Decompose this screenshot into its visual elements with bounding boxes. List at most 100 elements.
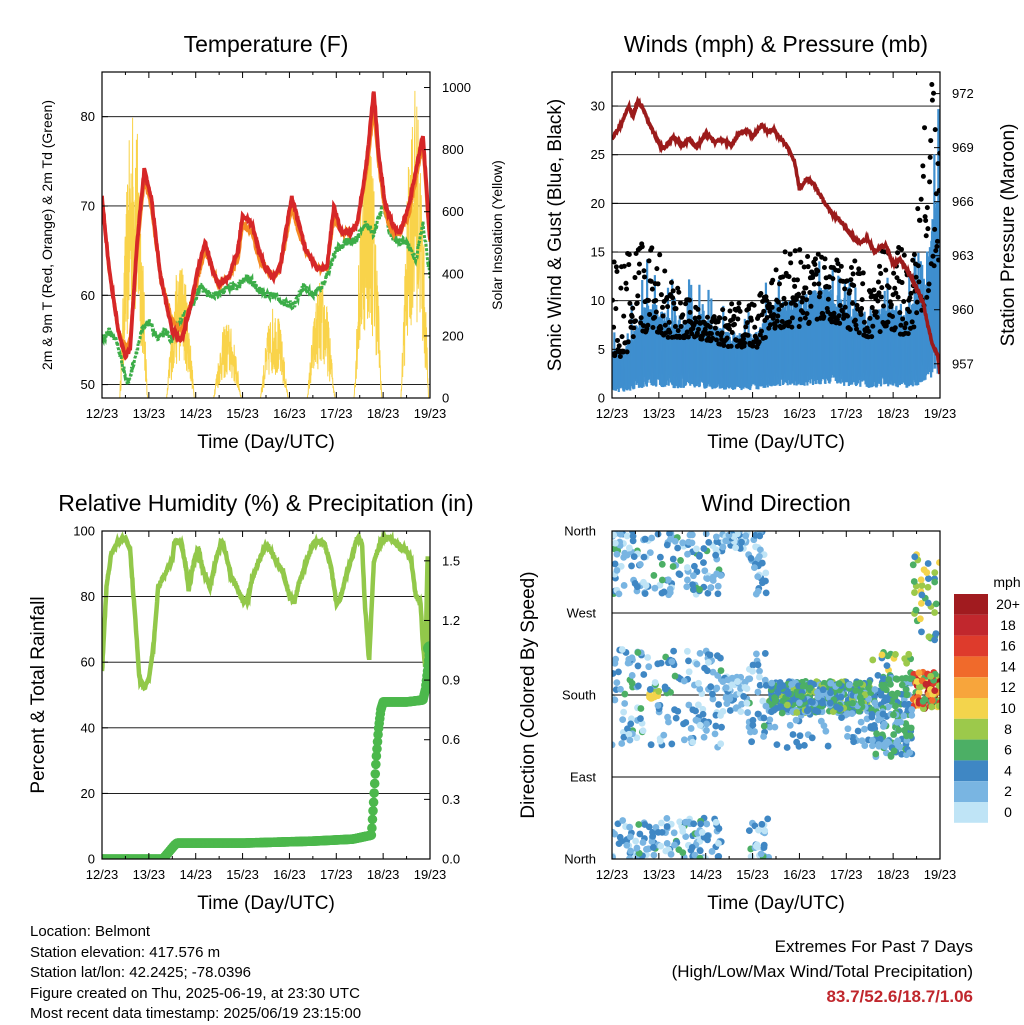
gust-point (927, 179, 933, 185)
legend-swatch (954, 594, 988, 615)
gust-point (682, 319, 688, 325)
gust-point (796, 324, 802, 330)
gust-point (888, 302, 894, 308)
direction-point (878, 651, 886, 659)
gust-point (838, 263, 844, 269)
gust-point (667, 329, 673, 335)
direction-point (619, 817, 627, 824)
x-tick-label: 19/23 (414, 867, 447, 882)
direction-point (912, 606, 920, 614)
direction-point (858, 737, 866, 745)
direction-point (744, 675, 752, 683)
gust-point (932, 226, 938, 232)
direction-point (757, 850, 765, 858)
direction-point (712, 685, 720, 693)
gust-point (783, 300, 789, 306)
direction-point (892, 702, 899, 710)
direction-point (931, 609, 939, 616)
direction-point (849, 699, 856, 707)
y-right-tick-label: 966 (952, 194, 974, 209)
gust-point (922, 125, 928, 131)
gust-point (831, 310, 837, 316)
direction-point (654, 660, 662, 668)
direction-point (702, 531, 710, 538)
direction-point (658, 828, 666, 836)
gust-point (760, 299, 766, 305)
gust-point (658, 326, 664, 332)
extremes-box: Extremes For Past 7 Days (High/Low/Max W… (672, 934, 973, 1009)
x-tick-label: 15/23 (736, 406, 769, 421)
gust-point (615, 337, 621, 343)
gust-point (684, 329, 690, 335)
direction-point (892, 651, 899, 658)
y-right-tick-label: 972 (952, 86, 974, 101)
gust-point (817, 290, 823, 296)
direction-point (871, 699, 879, 707)
x-tick-label: 16/23 (783, 867, 816, 882)
gust-point (671, 300, 677, 306)
gust-point (839, 308, 845, 314)
temperature-plot-frame (101, 71, 431, 399)
direction-point (635, 821, 643, 828)
direction-point (748, 738, 756, 746)
direction-point (669, 555, 677, 563)
direction-point (704, 589, 712, 597)
direction-point (617, 531, 624, 538)
direction-point (756, 667, 763, 675)
precipitation-series (102, 641, 430, 859)
direction-point (651, 679, 659, 686)
x-tick-label: 14/23 (179, 867, 212, 882)
gust-point (801, 264, 807, 270)
gust-point (914, 299, 920, 305)
y-tick-label: East (570, 770, 596, 785)
direction-point (628, 562, 635, 570)
direction-point (869, 736, 876, 744)
direction-point (671, 841, 678, 849)
direction-point (696, 551, 703, 559)
direction-point (697, 820, 705, 828)
direction-point (712, 546, 720, 554)
direction-point (680, 720, 687, 728)
wind-xlabel: Time (Day/UTC) (707, 432, 845, 453)
y-right-tick-label: 600 (442, 204, 464, 219)
direction-point (924, 583, 932, 591)
direction-point (918, 591, 926, 599)
gust-point (892, 325, 898, 331)
gust-point (638, 315, 644, 321)
direction-point (612, 560, 619, 568)
direction-point (691, 851, 699, 859)
gust-point (856, 266, 862, 272)
direction-point (874, 671, 882, 679)
gust-point (861, 319, 867, 325)
gust-point (797, 316, 803, 322)
gust-point (837, 320, 843, 326)
gust-point (897, 310, 903, 316)
direction-point (658, 560, 666, 568)
gust-point (891, 270, 897, 276)
gust-point (731, 321, 737, 327)
gust-point (885, 319, 891, 325)
legend-label: 4 (1004, 762, 1012, 778)
direction-point (931, 687, 939, 695)
gust-point (758, 328, 764, 334)
gust-point (735, 316, 741, 322)
direction-point (717, 654, 724, 662)
dir-chart: 12/23 13/23 14/23 15/23 16/23 17/23 18/23 19/23… (518, 490, 956, 914)
direction-point (687, 725, 695, 732)
direction-point (908, 706, 916, 713)
direction-point (795, 742, 803, 750)
gust-point (806, 319, 812, 325)
direction-point (671, 672, 679, 680)
gust-point (915, 263, 921, 269)
direction-point (624, 725, 631, 733)
direction-point (857, 718, 865, 726)
direction-point (615, 668, 622, 676)
direction-point (712, 722, 720, 730)
precip-point (367, 823, 377, 833)
x-tick-label: 15/23 (226, 406, 259, 421)
direction-point (854, 727, 862, 735)
x-tick-label: 12/23 (86, 867, 119, 882)
gust-point (613, 264, 619, 270)
direction-point (884, 652, 892, 660)
gust-point (869, 305, 875, 311)
